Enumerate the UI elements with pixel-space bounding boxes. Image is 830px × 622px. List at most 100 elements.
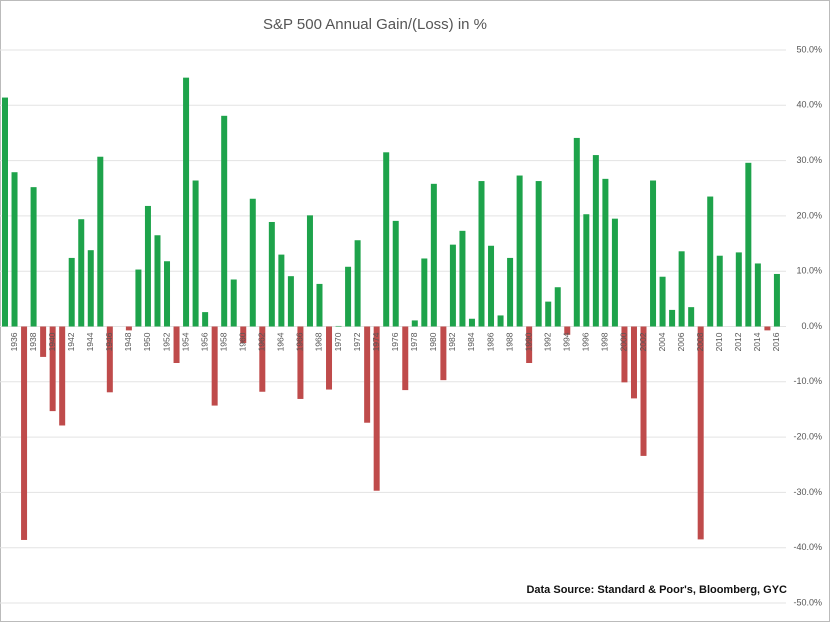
bar xyxy=(249,198,256,327)
bar xyxy=(526,326,533,363)
bar xyxy=(106,326,113,393)
bar xyxy=(430,183,437,327)
bar xyxy=(144,205,151,327)
bar xyxy=(764,326,771,331)
bar xyxy=(354,240,361,327)
x-tick-label: 1984 xyxy=(466,332,476,351)
bar xyxy=(78,219,85,327)
bar xyxy=(411,320,418,327)
x-tick-label: 2000 xyxy=(619,332,629,351)
x-tick-label: 1954 xyxy=(180,332,190,351)
bar xyxy=(573,137,580,327)
x-tick-label: 1976 xyxy=(390,332,400,351)
bar xyxy=(125,326,132,331)
bar xyxy=(545,301,552,327)
x-tick-label: 1988 xyxy=(504,332,514,351)
x-tick-label: 1986 xyxy=(485,332,495,351)
x-tick-label: 1974 xyxy=(371,332,381,351)
y-tick-label: -30.0% xyxy=(793,487,822,497)
bar xyxy=(716,255,723,327)
bar xyxy=(21,326,28,540)
y-tick-label: 10.0% xyxy=(796,266,822,276)
bar xyxy=(602,178,609,327)
x-tick-label: 1956 xyxy=(199,332,209,351)
x-tick-label: 1938 xyxy=(28,332,38,351)
x-tick-label: 1958 xyxy=(218,332,228,351)
source-note: Data Source: Standard & Poor's, Bloomber… xyxy=(526,584,787,596)
x-tick-label: 2002 xyxy=(638,332,648,351)
x-tick-label: 1966 xyxy=(295,332,305,351)
bar xyxy=(40,326,47,357)
bar xyxy=(754,263,761,327)
bar xyxy=(173,326,180,363)
bar xyxy=(297,326,304,399)
bar xyxy=(183,77,190,327)
bar xyxy=(383,152,390,327)
bar xyxy=(306,215,313,327)
x-tick-label: 1978 xyxy=(409,332,419,351)
bar xyxy=(554,287,561,327)
bar xyxy=(164,261,171,327)
y-tick-label: 20.0% xyxy=(796,210,822,220)
x-tick-label: 1970 xyxy=(333,332,343,351)
bar xyxy=(2,97,8,327)
y-tick-label: -20.0% xyxy=(793,431,822,441)
bar xyxy=(621,326,628,383)
bar xyxy=(707,196,714,327)
x-tick-label: 2004 xyxy=(657,332,667,351)
x-tick-label: 1982 xyxy=(447,332,457,351)
bar xyxy=(678,251,685,327)
x-tick-label: 1962 xyxy=(257,332,267,351)
y-tick-label: -50.0% xyxy=(793,597,822,607)
x-tick-label: 2010 xyxy=(714,332,724,351)
bar xyxy=(221,115,228,327)
bar xyxy=(97,156,104,327)
bar xyxy=(688,307,695,327)
bar xyxy=(192,180,199,327)
bar xyxy=(478,181,485,327)
bar xyxy=(364,326,371,423)
bar xyxy=(773,273,780,327)
x-tick-label: 1940 xyxy=(47,332,57,351)
bar xyxy=(154,235,161,327)
bar xyxy=(640,326,647,456)
bar xyxy=(268,221,275,327)
bar xyxy=(335,325,342,327)
y-tick-label: 50.0% xyxy=(796,44,822,54)
x-tick-label: 1936 xyxy=(9,332,19,351)
bar xyxy=(669,309,676,327)
x-tick-label: 1998 xyxy=(600,332,610,351)
bar xyxy=(611,218,618,327)
bar xyxy=(68,257,75,327)
y-tick-label: 30.0% xyxy=(796,155,822,165)
bar xyxy=(459,230,466,327)
x-tick-label: 1968 xyxy=(314,332,324,351)
bar xyxy=(735,252,742,327)
bar xyxy=(11,172,18,327)
chart-title: S&P 500 Annual Gain/(Loss) in % xyxy=(263,16,487,33)
bar xyxy=(630,326,637,399)
bar xyxy=(497,315,504,327)
bar xyxy=(583,214,590,327)
x-tick-label: 1980 xyxy=(428,332,438,351)
bar xyxy=(697,326,704,540)
bar xyxy=(468,318,475,327)
bar xyxy=(49,326,56,412)
bar xyxy=(650,180,657,327)
x-tick-label: 2008 xyxy=(695,332,705,351)
bar xyxy=(535,181,542,327)
x-tick-label: 1950 xyxy=(142,332,152,351)
x-tick-label: 1942 xyxy=(66,332,76,351)
y-tick-label: 0.0% xyxy=(801,321,822,331)
bar xyxy=(87,250,94,327)
y-tick-label: 40.0% xyxy=(796,100,822,110)
bar xyxy=(392,220,399,327)
x-tick-label: 1960 xyxy=(238,332,248,351)
bar xyxy=(278,254,285,327)
bar xyxy=(745,162,752,327)
bar xyxy=(373,326,380,491)
bar xyxy=(59,326,66,426)
x-tick-label: 2012 xyxy=(733,332,743,351)
bar xyxy=(421,258,428,327)
